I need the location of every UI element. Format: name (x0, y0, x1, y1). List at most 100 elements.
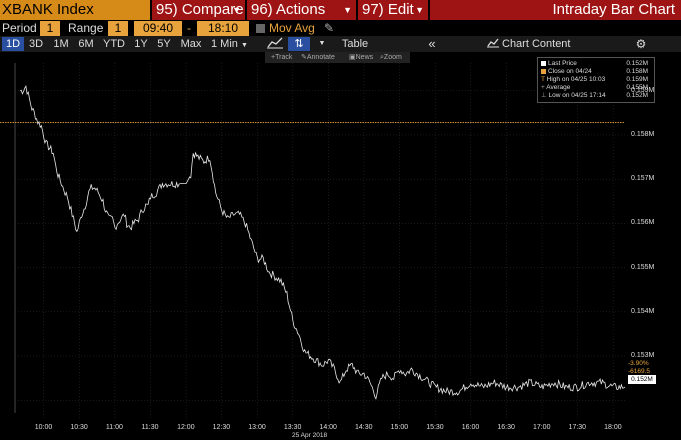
legend-label: Average (546, 84, 571, 91)
x-tick-label: 14:30 (355, 424, 373, 431)
x-tick-label: 12:30 (212, 424, 231, 431)
checkbox-icon[interactable] (256, 24, 265, 33)
y-tick-label: 0.155M (631, 263, 655, 271)
chart-name: Intraday Bar Chart (430, 0, 681, 20)
chart-tools: + Track ✎ Annotate ▣ News ⌕ Zoom (265, 52, 410, 63)
line-chart-icon[interactable] (265, 37, 285, 51)
interval-label: 1 Min (211, 38, 238, 50)
x-tick-label: 15:00 (390, 424, 409, 431)
track-label: Track (275, 54, 293, 61)
settings-bar: Period 1 Range 1 09:40 - 18:10 Mov Avg ✎ (0, 21, 681, 36)
x-tick-label: 13:30 (283, 424, 302, 431)
x-tick-label: 11:30 (141, 424, 159, 431)
dropdown-arrow-icon[interactable]: ▼ (318, 40, 326, 47)
annotate-tool[interactable]: ✎ Annotate (301, 54, 335, 61)
compare-button[interactable]: 95) Compare ▼ (152, 0, 245, 20)
news-tool[interactable]: ▣ News (349, 54, 374, 61)
x-tick-label: 10:30 (70, 424, 88, 431)
x-tick-label: 17:30 (568, 424, 587, 431)
range-dash: - (187, 21, 191, 35)
price-series-line (19, 85, 626, 400)
edit-button[interactable]: 97) Edit ▼ (358, 0, 428, 20)
average-marker-icon: + (541, 84, 547, 91)
zoom-label: Zoom (383, 54, 402, 61)
chart-grid (14, 63, 625, 418)
mov-avg-label: Mov Avg (269, 21, 315, 35)
legend-value: 0.158M (626, 68, 648, 75)
legend-average: + Average 0.155M (541, 84, 651, 92)
change-percent: -3.90% (628, 360, 649, 367)
actions-button[interactable]: 96) Actions ▼ (247, 0, 356, 20)
intraday-chart[interactable] (0, 63, 681, 440)
period-5y[interactable]: 5Y (157, 38, 171, 50)
line-chart-glyph (267, 37, 283, 49)
period-1m[interactable]: 1M (53, 38, 69, 50)
legend-label: High on 04/25 10:03 (546, 76, 606, 83)
x-tick-label: 10:00 (34, 424, 53, 431)
low-marker-icon: ⊥ (541, 92, 549, 99)
x-axis-date: 25 Apr 2018 (292, 432, 328, 439)
period-field[interactable]: 1 (40, 21, 60, 36)
y-tick-label: 0.154M (631, 307, 655, 315)
legend-swatch-icon (541, 60, 546, 66)
legend-value: 0.152M (626, 92, 648, 99)
annotate-label: Annotate (306, 54, 335, 61)
legend-label: Low on 04/25 17:14 (548, 92, 606, 99)
end-time-field[interactable]: 18:10 (197, 21, 249, 36)
chart-content-glyph (487, 38, 499, 48)
x-tick-label: 16:30 (497, 424, 515, 431)
legend-value: 0.152M (626, 60, 648, 67)
security-title[interactable]: XBANK Index (0, 0, 150, 20)
period-max[interactable]: Max (180, 38, 202, 50)
change-absolute: -6169.5 (628, 368, 651, 375)
dropdown-arrow-icon: ▼ (343, 5, 352, 15)
range-label: Range (68, 21, 104, 35)
x-tick-label: 14:00 (319, 424, 337, 431)
period-1y[interactable]: 1Y (134, 38, 148, 50)
x-tick-label: 18:00 (604, 424, 622, 431)
x-tick-label: 16:00 (461, 424, 480, 431)
pencil-icon[interactable]: ✎ (324, 21, 335, 35)
collapse-icon[interactable]: « (428, 36, 436, 51)
dropdown-arrow-icon: ▼ (232, 5, 241, 15)
legend-high: T High on 04/25 10:03 0.159M (541, 76, 651, 84)
news-label: News (355, 54, 374, 61)
bar-chart-icon[interactable]: ⇅ (288, 37, 310, 51)
period-3d[interactable]: 3D (28, 38, 44, 50)
legend-label: Last Price (548, 60, 577, 67)
period-ytd[interactable]: YTD (103, 38, 125, 50)
compare-label: 95) Compare (156, 1, 244, 18)
start-time-field[interactable]: 09:40 (134, 21, 182, 36)
edit-label: 97) Edit (362, 1, 414, 18)
legend-label: Close on 04/24 (548, 68, 592, 75)
period-6m[interactable]: 6M (78, 38, 94, 50)
y-tick-label: 0.156M (631, 219, 655, 227)
legend-value: 0.155M (626, 84, 648, 91)
period-label: Period (2, 21, 37, 35)
high-marker-icon: T (541, 76, 547, 83)
gear-icon[interactable]: ⚙ (635, 37, 647, 51)
track-tool[interactable]: + Track (271, 54, 293, 61)
title-bar: XBANK Index 95) Compare ▼ 96) Actions ▼ 97… (0, 0, 681, 21)
x-tick-label: 15:30 (426, 424, 444, 431)
dropdown-arrow-icon: ▼ (240, 42, 248, 49)
y-tick-label: 0.158M (631, 130, 655, 138)
x-tick-label: 17:00 (532, 424, 551, 431)
table-button[interactable]: Table (341, 38, 369, 50)
x-tick-label: 11:00 (105, 424, 123, 431)
legend-close: Close on 04/24 0.158M (541, 68, 651, 76)
legend-low: ⊥ Low on 04/25 17:14 0.152M (541, 92, 651, 100)
chart-content-button[interactable]: Chart Content (502, 38, 571, 50)
y-tick-label: 0.157M (631, 175, 655, 183)
x-tick-label: 13:00 (248, 424, 266, 431)
last-value-tag: 0.152M (628, 375, 656, 384)
chart-content-icon (486, 37, 500, 51)
legend-swatch-icon (541, 68, 546, 74)
zoom-tool[interactable]: ⌕ Zoom (380, 54, 402, 61)
y-tick-label: 0.159M (631, 86, 655, 94)
interval-select[interactable]: 1 Min ▼ (209, 37, 261, 51)
legend-value: 0.159M (626, 76, 648, 83)
legend-last-price: Last Price 0.152M (541, 60, 651, 68)
range-field[interactable]: 1 (108, 21, 128, 36)
period-1d[interactable]: 1D (2, 37, 24, 51)
